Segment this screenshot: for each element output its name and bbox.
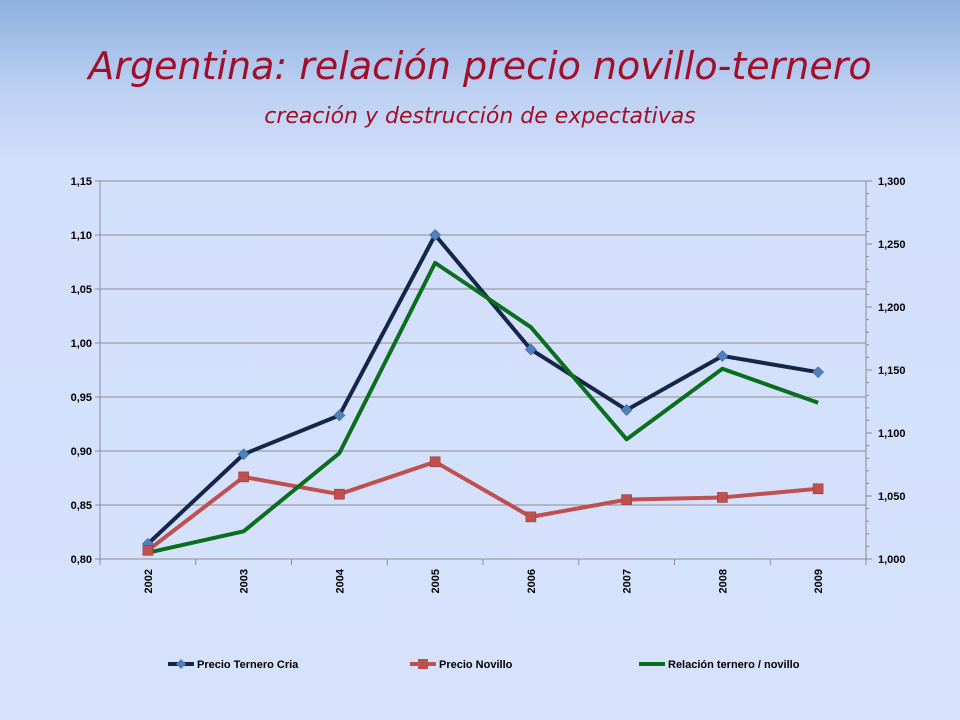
left-tick-label: 0,95 bbox=[71, 392, 92, 404]
series-lines bbox=[146, 233, 819, 555]
series-line bbox=[147, 260, 819, 555]
left-tick-label: 0,85 bbox=[71, 500, 92, 512]
left-tick-label: 0,80 bbox=[71, 554, 92, 566]
x-tick-label: 2006 bbox=[526, 569, 538, 593]
data-point-square bbox=[621, 494, 632, 505]
left-tick-label: 1,00 bbox=[71, 338, 92, 350]
left-tick-label: 1,10 bbox=[71, 230, 92, 242]
left-tick-label: 1,05 bbox=[71, 284, 92, 296]
right-tick-label: 1,250 bbox=[878, 239, 906, 251]
x-tick-label: 2002 bbox=[143, 569, 155, 593]
page-subtitle: creación y destrucción de expectativas bbox=[0, 104, 960, 129]
series-markers bbox=[141, 229, 825, 556]
data-point-diamond bbox=[716, 350, 729, 362]
axes bbox=[99, 181, 867, 560]
x-tick-label: 2003 bbox=[239, 569, 251, 593]
data-point-square bbox=[142, 545, 154, 556]
data-point-diamond bbox=[620, 404, 633, 416]
data-point-square bbox=[429, 456, 441, 468]
page-title: Argentina: relación precio novillo-terne… bbox=[88, 44, 872, 88]
right-tick-label: 1,050 bbox=[878, 491, 906, 503]
legend: Precio Ternero Cria Precio Novillo Relació… bbox=[168, 659, 800, 671]
right-axis-ticks: 1,000 1,050 1,100 1,150 1,200 1,250 1,300 bbox=[866, 176, 906, 566]
data-point-square bbox=[238, 471, 249, 483]
series-line bbox=[146, 233, 819, 546]
page-subtitle-text: creación y destrucción de expectativas bbox=[264, 104, 696, 129]
series-line bbox=[146, 459, 819, 552]
data-point-square bbox=[812, 483, 824, 495]
legend-swatch-marker bbox=[176, 659, 186, 669]
x-axis-ticks: 2002 2003 2004 2005 2006 2007 2008 2009 bbox=[99, 559, 867, 593]
data-point-diamond bbox=[429, 229, 442, 241]
x-tick-label: 2008 bbox=[717, 569, 729, 593]
data-point-square bbox=[334, 488, 345, 500]
left-tick-label: 0,90 bbox=[71, 446, 92, 458]
right-tick-label: 1,100 bbox=[878, 428, 906, 440]
legend-label: Precio Ternero Cria bbox=[197, 659, 299, 671]
right-tick-label: 1,150 bbox=[878, 365, 906, 377]
left-tick-label: 1,15 bbox=[71, 176, 92, 188]
gridlines bbox=[100, 180, 866, 560]
data-point-square bbox=[525, 511, 537, 523]
data-point-diamond bbox=[333, 409, 346, 422]
x-tick-label: 2009 bbox=[813, 569, 825, 593]
legend-swatch-marker bbox=[418, 659, 428, 669]
legend-label: Relación ternero / novillo bbox=[668, 659, 800, 671]
data-point-diamond bbox=[524, 343, 537, 356]
x-tick-label: 2007 bbox=[622, 569, 634, 593]
x-tick-label: 2004 bbox=[334, 568, 346, 593]
right-tick-label: 1,300 bbox=[878, 176, 906, 188]
data-point-diamond bbox=[812, 366, 825, 379]
data-point-diamond bbox=[237, 448, 250, 461]
right-tick-label: 1,000 bbox=[878, 554, 906, 566]
left-axis-ticks: 0,80 0,85 0,90 0,95 1,00 1,05 1,10 1,15 bbox=[71, 176, 100, 566]
data-point-square bbox=[717, 492, 728, 503]
right-tick-label: 1,200 bbox=[878, 302, 906, 314]
x-tick-label: 2005 bbox=[430, 569, 442, 593]
legend-label: Precio Novillo bbox=[439, 659, 513, 671]
